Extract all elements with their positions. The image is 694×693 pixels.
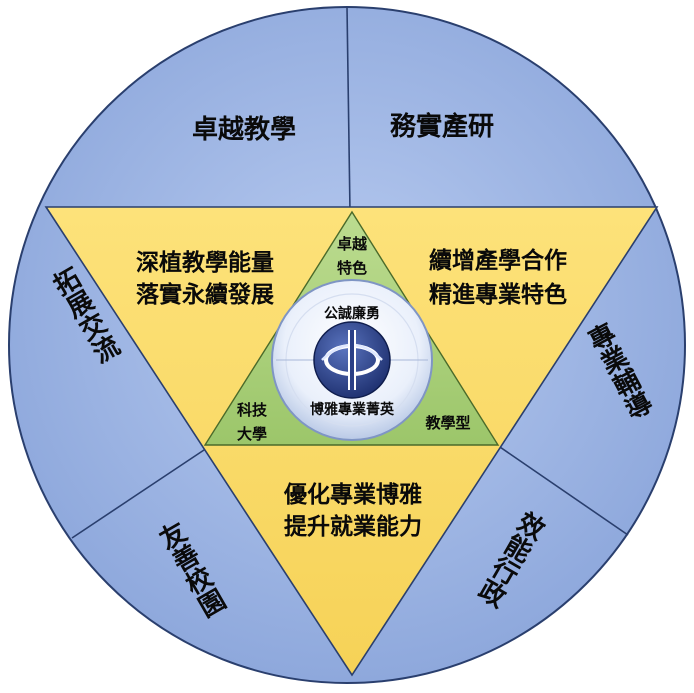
inner-top-line1: 卓越 — [337, 235, 368, 253]
center-motto-bottom: 博雅專業菁英 — [310, 401, 395, 418]
inner-left-line1: 科技 — [237, 401, 268, 419]
ring-label-top-right: 務實產研 — [390, 111, 494, 142]
ring-label-top-left: 卓越教學 — [192, 115, 296, 145]
inner-left-line2: 大學 — [237, 425, 267, 443]
panel-left-line1: 深植教學能量 — [136, 249, 274, 276]
inner-right-label: 教學型 — [424, 414, 470, 432]
inner-top-line2: 特色 — [337, 259, 367, 277]
school-emblem-icon — [313, 321, 391, 399]
divider-lower-left — [71, 447, 208, 539]
divider-lower-right — [496, 444, 629, 536]
panel-left-line2: 落實永續發展 — [136, 281, 274, 308]
panel-bottom-line2: 提升就業能力 — [284, 513, 422, 540]
divider-top — [346, 6, 351, 213]
panel-right-line2: 精進專業特色 — [429, 281, 567, 308]
panel-bottom-line1: 優化專業博雅 — [283, 481, 422, 508]
panel-right-line1: 續增產學合作 — [429, 247, 567, 274]
center-motto-top: 公誠廉勇 — [324, 305, 380, 322]
